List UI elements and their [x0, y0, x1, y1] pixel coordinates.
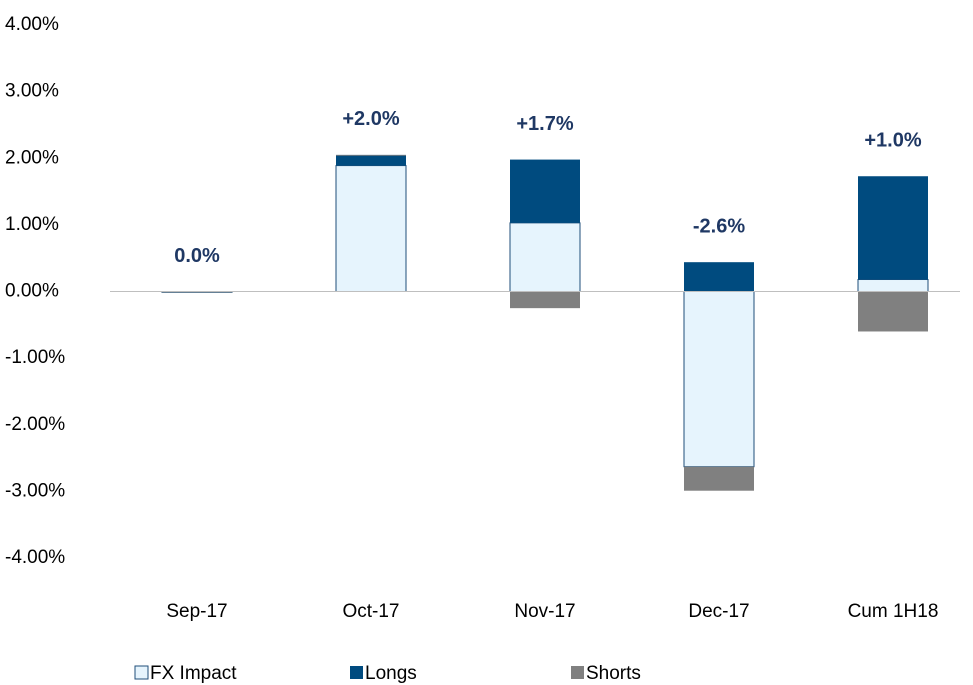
legend-label: Longs — [365, 663, 417, 684]
x-tick-label: Dec-17 — [688, 601, 749, 622]
total-label: 0.0% — [174, 245, 220, 267]
y-tick-label: 2.00% — [5, 147, 59, 168]
bar-segment — [684, 262, 754, 292]
bar-segment — [510, 159, 580, 223]
y-tick-label: 3.00% — [5, 81, 59, 102]
total-label: +2.0% — [342, 108, 399, 130]
total-label: -2.6% — [693, 215, 745, 237]
bar-segment — [509, 222, 581, 292]
x-tick-label: Nov-17 — [514, 601, 575, 622]
total-label: +1.0% — [864, 130, 921, 152]
y-tick-label: -2.00% — [5, 414, 65, 435]
bar-segment — [858, 176, 928, 280]
total-label: +1.7% — [516, 113, 573, 135]
bar-segment — [684, 466, 754, 491]
bar-segment — [336, 154, 406, 166]
legend-swatch — [350, 666, 363, 679]
bar-segment — [857, 279, 929, 293]
y-tick-label: 1.00% — [5, 214, 59, 235]
y-tick-label: -1.00% — [5, 347, 65, 368]
y-tick-label: 0.00% — [5, 281, 59, 302]
legend-label: FX Impact — [150, 663, 237, 684]
legend-swatch — [571, 666, 584, 679]
y-tick-label: 4.00% — [5, 14, 59, 35]
bar-segment — [858, 291, 928, 332]
bar-segment — [335, 165, 407, 292]
legend-label: Shorts — [586, 663, 641, 684]
legend-swatch — [134, 665, 149, 680]
bar-segment — [336, 154, 406, 156]
y-tick-label: -4.00% — [5, 547, 65, 568]
bar-segment — [683, 291, 755, 468]
x-tick-label: Cum 1H18 — [848, 601, 939, 622]
x-tick-label: Oct-17 — [342, 601, 399, 622]
bar-segment — [510, 291, 580, 309]
y-tick-label: -3.00% — [5, 480, 65, 501]
x-tick-label: Sep-17 — [166, 601, 227, 622]
